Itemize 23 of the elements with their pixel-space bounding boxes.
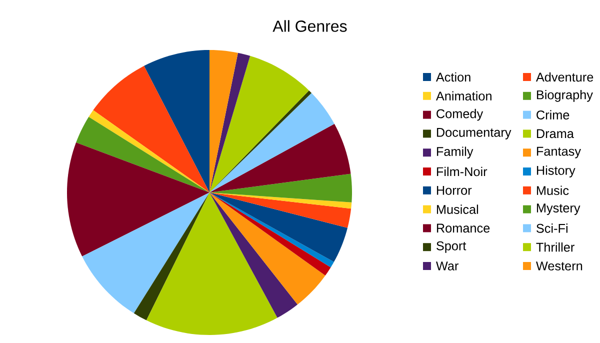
legend-label: Western xyxy=(536,262,582,270)
legend-label: Thriller xyxy=(536,242,574,252)
legend-label: War xyxy=(436,262,458,270)
legend-label: Adventure xyxy=(536,72,594,82)
legend-label: Music xyxy=(536,186,569,196)
legend-label: Mystery xyxy=(536,204,580,215)
legend-label: Romance xyxy=(436,224,490,233)
legend-label: Action xyxy=(436,72,470,82)
legend-label: Musical xyxy=(436,204,478,214)
legend-label: Comedy xyxy=(436,108,484,121)
legend-label: Film-Noir xyxy=(436,166,488,176)
legend-label: Fantasy xyxy=(536,146,581,158)
chart-title: All Genres xyxy=(272,20,347,32)
legend-label: Biography xyxy=(536,90,593,102)
legend-label: Animation xyxy=(436,91,492,101)
legend-label: Drama xyxy=(536,129,574,138)
legend-label: Sport xyxy=(436,241,466,253)
legend-label: Documentary xyxy=(436,128,512,140)
legend-label: Sci-Fi xyxy=(536,224,568,233)
legend-label: History xyxy=(536,166,576,178)
legend-label: Family xyxy=(436,146,474,159)
legend-label: Crime xyxy=(536,110,570,120)
legend-label: Horror xyxy=(436,186,472,195)
